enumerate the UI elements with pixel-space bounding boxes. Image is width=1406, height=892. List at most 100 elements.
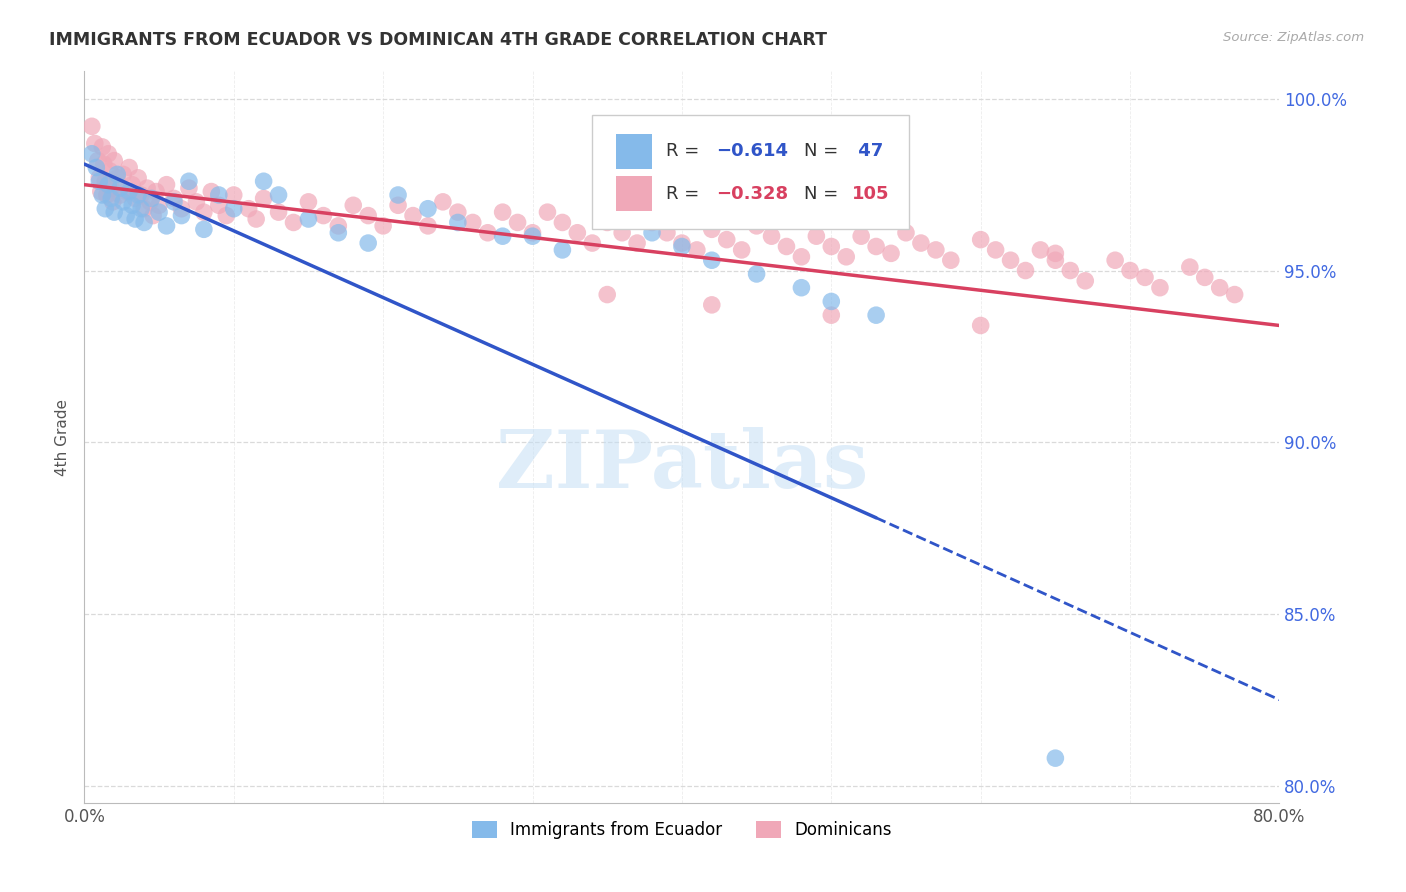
Point xyxy=(142,209,165,223)
Point xyxy=(925,243,948,257)
Point xyxy=(373,219,395,233)
Text: −0.328: −0.328 xyxy=(717,185,789,202)
Point xyxy=(1029,243,1052,257)
Point xyxy=(745,267,768,281)
Point xyxy=(193,222,215,236)
Point xyxy=(416,219,439,233)
Point xyxy=(1209,281,1232,295)
Point xyxy=(939,253,962,268)
Point xyxy=(1119,263,1142,277)
Point xyxy=(1178,260,1201,274)
Point xyxy=(820,239,842,253)
Point xyxy=(83,136,105,151)
Point xyxy=(96,188,118,202)
Point xyxy=(641,215,664,229)
Point xyxy=(297,212,319,227)
Point xyxy=(141,191,163,205)
Point xyxy=(851,229,873,244)
Point xyxy=(1045,751,1067,765)
Point xyxy=(731,243,754,257)
Point xyxy=(100,191,122,205)
Point xyxy=(97,178,120,192)
Point xyxy=(98,164,121,178)
Point xyxy=(91,188,114,202)
Point xyxy=(416,202,439,216)
Point xyxy=(1194,270,1216,285)
Text: Source: ZipAtlas.com: Source: ZipAtlas.com xyxy=(1223,31,1364,45)
Point xyxy=(89,170,111,185)
Point xyxy=(522,226,544,240)
Point xyxy=(1059,263,1081,277)
Point xyxy=(1104,253,1126,268)
Point xyxy=(1045,253,1067,268)
Point xyxy=(110,181,132,195)
Point xyxy=(148,205,170,219)
Point xyxy=(761,229,783,244)
Point xyxy=(118,185,141,199)
Point xyxy=(865,308,887,322)
Point xyxy=(492,229,515,244)
Point xyxy=(984,243,1007,257)
Point xyxy=(894,226,917,240)
Point xyxy=(970,233,993,247)
Point xyxy=(1074,274,1097,288)
Point xyxy=(551,215,574,229)
Point xyxy=(97,146,120,161)
Point xyxy=(80,146,103,161)
Point xyxy=(655,226,678,240)
Point xyxy=(596,212,619,227)
Point xyxy=(790,281,813,295)
Point xyxy=(177,174,200,188)
Point xyxy=(222,188,245,202)
Point xyxy=(477,226,499,240)
Point xyxy=(127,188,149,202)
Text: IMMIGRANTS FROM ECUADOR VS DOMINICAN 4TH GRADE CORRELATION CHART: IMMIGRANTS FROM ECUADOR VS DOMINICAN 4TH… xyxy=(49,31,827,49)
Point xyxy=(283,215,305,229)
FancyBboxPatch shape xyxy=(592,115,910,228)
Point xyxy=(700,253,723,268)
Point xyxy=(567,226,589,240)
Point xyxy=(716,233,738,247)
Point xyxy=(129,188,152,202)
Point xyxy=(124,191,146,205)
Point xyxy=(115,209,138,223)
Point xyxy=(238,202,260,216)
Point xyxy=(105,170,128,185)
Point xyxy=(328,219,350,233)
Point xyxy=(148,198,170,212)
Point xyxy=(267,188,290,202)
Point xyxy=(200,185,222,199)
FancyBboxPatch shape xyxy=(616,134,652,169)
Point xyxy=(155,178,177,192)
Point xyxy=(297,194,319,209)
Point xyxy=(447,215,470,229)
Point xyxy=(820,308,842,322)
Point xyxy=(101,194,124,209)
Point xyxy=(121,178,143,192)
Point xyxy=(1000,253,1022,268)
Text: N =: N = xyxy=(804,142,844,160)
Point xyxy=(170,209,193,223)
Point xyxy=(641,226,664,240)
Point xyxy=(536,205,558,219)
Point xyxy=(612,226,634,240)
Point xyxy=(581,235,603,250)
Point xyxy=(402,209,425,223)
Point xyxy=(186,194,208,209)
Point xyxy=(215,209,238,223)
Point xyxy=(112,167,135,181)
FancyBboxPatch shape xyxy=(616,176,652,211)
Point xyxy=(80,120,103,134)
Point xyxy=(357,209,380,223)
Point xyxy=(775,239,797,253)
Text: 105: 105 xyxy=(852,185,889,202)
Point xyxy=(328,226,350,240)
Point xyxy=(136,181,159,195)
Point xyxy=(686,243,709,257)
Point xyxy=(626,235,648,250)
Point xyxy=(222,202,245,216)
Point xyxy=(387,188,409,202)
Point xyxy=(86,161,108,175)
Point xyxy=(671,235,693,250)
Point xyxy=(387,198,409,212)
